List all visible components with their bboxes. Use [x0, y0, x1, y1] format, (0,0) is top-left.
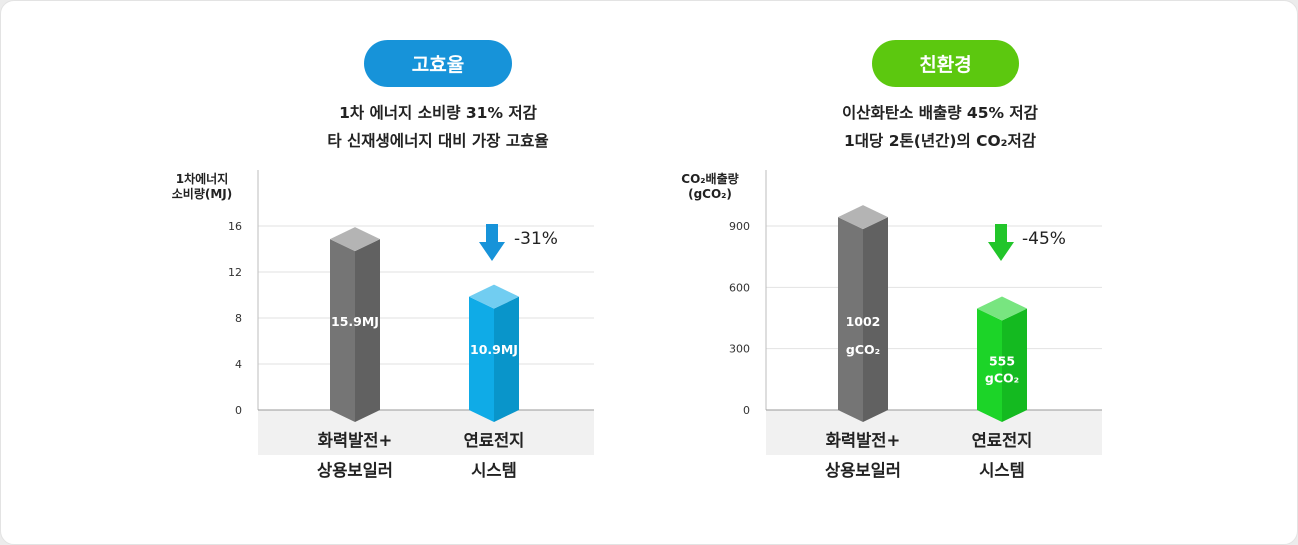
chart-2: 0 300 600 900 1002 gCO₂ 화력발전+ 상용보일러 555 gCO₂ 연료전지시…: [729, 170, 1102, 480]
panel-efficiency: 고효율 1차 에너지 소비량 31% 저감 타 신재생에너지 대비 가장 고효율…: [0, 0, 549, 545]
y-axis-label: 1차에너지 소비량(MJ): [160, 172, 244, 202]
y-axis-label: CO₂배출량 (gCO₂): [668, 172, 752, 202]
bar-right-face: [494, 296, 519, 422]
bar-value-label: 1002: [846, 314, 881, 329]
down-arrow-icon: [988, 224, 1014, 261]
bar-right-face: [355, 239, 380, 422]
category-label: 화력발전+: [826, 431, 901, 450]
category-label: 상용보일러: [825, 461, 901, 480]
subtitle-line-2: 타 신재생에너지 대비 가장 고효율: [327, 132, 549, 150]
category-label: 시스템: [471, 461, 517, 480]
bar-left-face: [977, 308, 1002, 422]
bar-1: [330, 227, 380, 422]
bar-right-face: [863, 217, 888, 422]
y-tick-label: 0: [235, 404, 242, 417]
category-label: 시스템: [979, 461, 1025, 480]
category-label: 연료전지: [464, 431, 525, 450]
subtitle-line-2: 1대당 2톤(년간)의 CO₂저감: [844, 132, 1036, 150]
bar-top-face: [330, 227, 380, 252]
bar-right-face: [1002, 308, 1027, 422]
category-label: 연료전지: [972, 431, 1033, 450]
subtitle-efficiency: 1차 에너지 소비량 31% 저감 타 신재생에너지 대비 가장 고효율: [258, 99, 618, 155]
reduction-annotation: -31%: [514, 229, 558, 249]
category-band: [766, 410, 1102, 455]
y-tick-label: 4: [235, 358, 242, 371]
y-tick-label: 8: [235, 312, 242, 325]
bar-value-label: 555: [989, 353, 1015, 368]
bar-1: [838, 205, 888, 422]
panel-eco: 친환경 이산화탄소 배출량 45% 저감 1대당 2톤(년간)의 CO₂저감 C…: [0, 0, 1038, 545]
y-tick-label: 16: [228, 220, 242, 233]
y-axis-label-line-1: 1차에너지: [175, 172, 229, 186]
bar-value-label: gCO₂: [985, 370, 1019, 385]
y-tick-label: 900: [729, 220, 750, 233]
badge-efficiency: 고효율: [364, 40, 512, 87]
reduction-annotation: -45%: [1022, 229, 1066, 249]
bar-left-face: [330, 239, 355, 422]
bar-value-label: 15.9MJ: [331, 314, 379, 329]
subtitle-eco: 이산화탄소 배출량 45% 저감 1대당 2톤(년간)의 CO₂저감: [750, 99, 1130, 155]
y-axis-label-line-1: CO₂배출량: [681, 172, 739, 186]
y-tick-label: 600: [729, 281, 750, 294]
bar-2: [977, 296, 1027, 422]
badge-eco: 친환경: [872, 40, 1019, 87]
category-band: [258, 410, 594, 455]
y-tick-label: 0: [743, 404, 750, 417]
down-arrow-icon: [479, 224, 505, 261]
y-tick-label: 300: [729, 343, 750, 356]
bar-top-face: [838, 205, 888, 230]
bar-top-face: [977, 296, 1027, 321]
y-axis-label-line-2: 소비량(MJ): [171, 187, 233, 201]
category-label: 화력발전+: [318, 431, 393, 450]
category-label: 상용보일러: [317, 461, 393, 480]
y-axis-label-line-2: (gCO₂): [688, 187, 732, 201]
subtitle-line-1: 1차 에너지 소비량 31% 저감: [339, 104, 537, 122]
subtitle-line-1: 이산화탄소 배출량 45% 저감: [842, 104, 1038, 122]
bar-value-label: gCO₂: [846, 342, 880, 357]
y-tick-label: 12: [228, 266, 242, 279]
bar-2: [469, 284, 519, 422]
bar-top-face: [469, 284, 519, 309]
bar-value-label: 10.9MJ: [470, 342, 518, 357]
bar-left-face: [469, 296, 494, 422]
bar-left-face: [838, 217, 863, 422]
